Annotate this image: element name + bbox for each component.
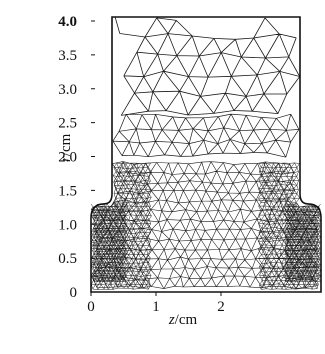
z-tick-label: 0 (87, 299, 95, 315)
z-tick-label: 2 (217, 299, 225, 315)
r-tick-label: 1.5 (58, 183, 77, 199)
z-tick-label: 1 (152, 299, 160, 315)
r-tick-label: 2.0 (58, 150, 77, 166)
domain-outline (90, 16, 322, 293)
r-tick-label: 3.0 (58, 82, 77, 98)
r-tick-label: 2.5 (58, 116, 77, 132)
mesh-zone (112, 113, 300, 158)
r-tick-label: 0.5 (58, 251, 77, 267)
r-tick-label: 1.0 (58, 217, 77, 233)
z-axis-label: z/cm (168, 312, 198, 328)
mesh-zone (284, 203, 321, 282)
r-tick-label: 4.0 (58, 14, 77, 30)
r-axis-label: r/cm (58, 133, 74, 162)
r-tick-label: 3.5 (58, 48, 77, 64)
r-axis-ticks: 0 0.5 1.0 1.5 2.0 2.5 3.0 3.5 4.0 (58, 14, 95, 301)
triangular-mesh (90, 16, 321, 290)
r-tick-label: 0 (70, 285, 78, 301)
z-axis-ticks: 0 1 2 (87, 292, 225, 315)
mesh-zone (114, 16, 301, 116)
